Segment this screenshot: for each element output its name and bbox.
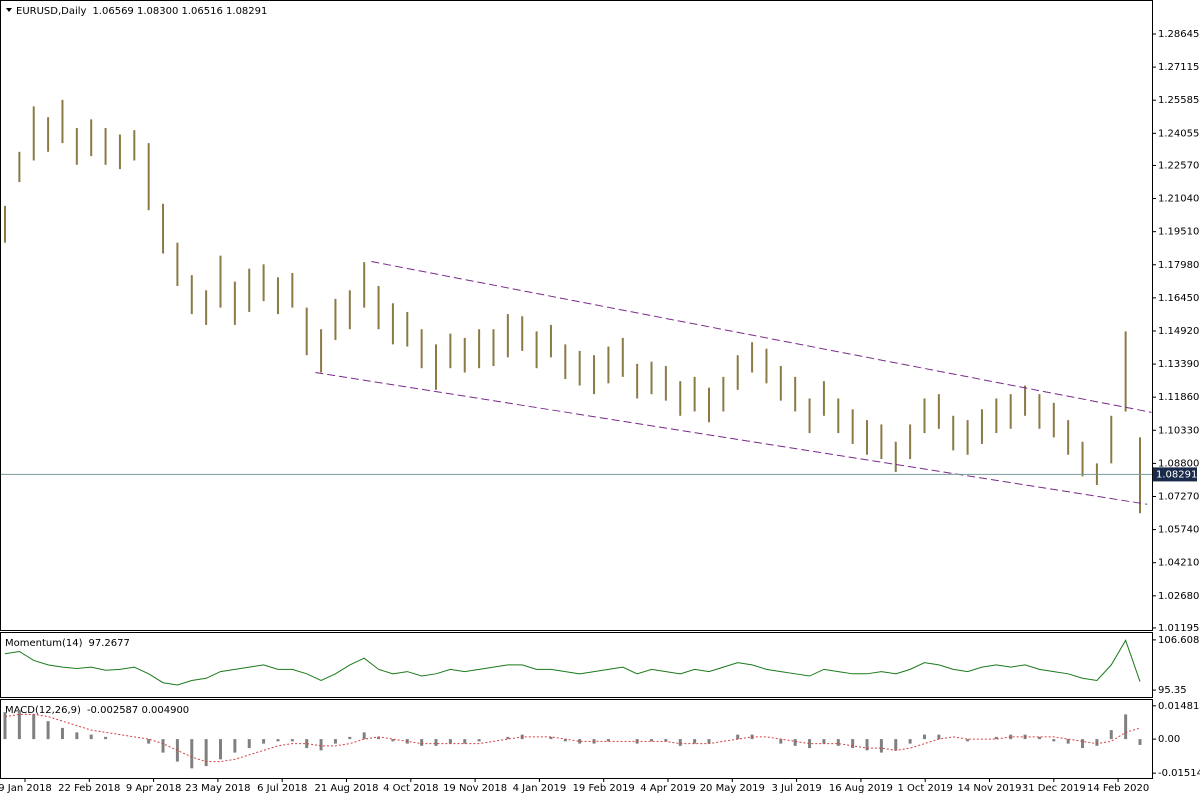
y-tick-label: 1.04210 bbox=[1158, 558, 1199, 569]
header-title: EURUSD,Daily bbox=[16, 6, 87, 17]
x-tick-label: 19 Nov 2018 bbox=[443, 783, 507, 794]
x-tick-label: 31 Dec 2019 bbox=[1022, 783, 1086, 794]
y-tick-label: 1.10330 bbox=[1158, 425, 1199, 436]
x-tick-label: 4 Oct 2018 bbox=[383, 783, 438, 794]
y-tick-label: 1.14920 bbox=[1158, 326, 1199, 337]
header-values: 1.06569 1.08300 1.06516 1.08291 bbox=[92, 6, 267, 17]
price-panel bbox=[0, 0, 1153, 631]
y-tick-label: 1.25585 bbox=[1158, 95, 1199, 106]
y-tick-label: 1.19510 bbox=[1158, 227, 1199, 238]
x-tick-label: 16 Aug 2019 bbox=[829, 783, 893, 794]
y-tick-label: 1.16450 bbox=[1158, 293, 1199, 304]
momentum-panel bbox=[0, 632, 1153, 698]
y-tick-label: 1.28645 bbox=[1158, 29, 1199, 40]
x-tick-label: 23 May 2018 bbox=[185, 783, 250, 794]
header-title: Momentum(14) bbox=[5, 638, 83, 649]
channel-line bbox=[371, 261, 1152, 413]
x-tick-label: 6 Jul 2018 bbox=[257, 783, 307, 794]
indicator-header: EURUSD,Daily 1.06569 1.08300 1.06516 1.08… bbox=[16, 6, 267, 17]
indicator-header: MACD(12,26,9) -0.002587 0.004900 bbox=[5, 705, 189, 716]
channel-line bbox=[315, 372, 1148, 505]
header-title: MACD(12,26,9) bbox=[5, 705, 81, 716]
y-tick-label: 1.07270 bbox=[1158, 491, 1199, 502]
y-tick-label: 1.22570 bbox=[1158, 160, 1199, 171]
x-tick-label: 21 Aug 2018 bbox=[314, 783, 378, 794]
y-tick-label: 1.05740 bbox=[1158, 525, 1199, 536]
y-tick-label: 1.08800 bbox=[1158, 458, 1199, 469]
y-tick-label: 1.24055 bbox=[1158, 128, 1199, 139]
header-values: -0.002587 0.004900 bbox=[87, 705, 189, 716]
y-tick-label: 106.608 bbox=[1158, 635, 1199, 646]
x-tick-label: 19 Feb 2019 bbox=[573, 783, 635, 794]
y-tick-label: 0.00 bbox=[1158, 734, 1180, 745]
y-tick-label: 1.21040 bbox=[1158, 194, 1199, 205]
y-tick-label: 1.11860 bbox=[1158, 392, 1199, 403]
x-tick-label: 9 Jan 2018 bbox=[0, 783, 52, 794]
momentum-line bbox=[4, 639, 1141, 686]
x-tick-label: 4 Apr 2019 bbox=[640, 783, 695, 794]
current-price-label: 1.08291 bbox=[1156, 469, 1197, 480]
x-tick-label: 14 Nov 2019 bbox=[957, 783, 1021, 794]
x-tick-label: 3 Jul 2019 bbox=[771, 783, 821, 794]
y-tick-label: 1.27115 bbox=[1158, 62, 1199, 73]
x-tick-label: 22 Feb 2018 bbox=[58, 783, 120, 794]
x-tick-label: 1 Oct 2019 bbox=[897, 783, 952, 794]
signal-line bbox=[4, 713, 1141, 763]
indicator-header: Momentum(14) 97.2677 bbox=[5, 638, 130, 649]
header-values: 97.2677 bbox=[89, 638, 130, 649]
y-tick-label: 1.01195 bbox=[1158, 623, 1199, 634]
x-tick-label: 20 May 2019 bbox=[700, 783, 765, 794]
y-tick-label: 0.014812 bbox=[1158, 701, 1200, 712]
current-price-box bbox=[1153, 467, 1197, 482]
x-tick-label: 4 Jan 2019 bbox=[513, 783, 567, 794]
y-tick-label: 1.17980 bbox=[1158, 260, 1199, 271]
y-tick-label: 1.13390 bbox=[1158, 359, 1199, 370]
x-tick-label: 9 Apr 2018 bbox=[126, 783, 181, 794]
y-tick-label: 95.35 bbox=[1158, 685, 1187, 696]
x-tick-label: 14 Feb 2020 bbox=[1087, 783, 1149, 794]
dropdown-arrow[interactable] bbox=[6, 8, 12, 12]
y-tick-label: 1.02680 bbox=[1158, 591, 1199, 602]
y-tick-label: -0.015146 bbox=[1158, 768, 1200, 779]
